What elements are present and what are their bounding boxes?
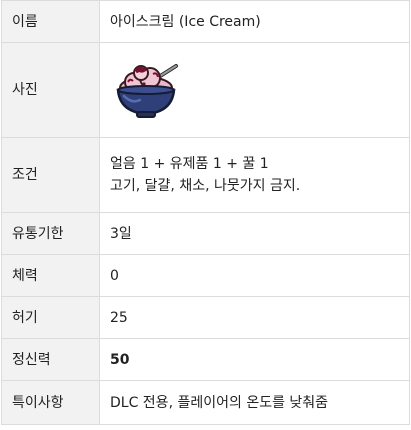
value-spoil: 3일	[99, 212, 410, 255]
row-spoil: 유통기한 3일	[1, 212, 410, 255]
label-name: 이름	[1, 0, 100, 43]
label-notes: 특이사항	[1, 380, 100, 425]
label-health: 체력	[1, 254, 100, 297]
value-photo	[99, 42, 410, 138]
recipe-line-restrictions: 고기, 달걀, 채소, 나뭇가지 금지.	[110, 178, 301, 194]
row-notes: 특이사항 DLC 전용, 플레이어의 온도를 낮춰줌	[1, 380, 410, 425]
value-health: 0	[99, 254, 410, 297]
row-name: 이름 아이스크림 (Ice Cream)	[1, 0, 410, 43]
value-hunger: 25	[99, 296, 410, 339]
ice-cream-bowl-icon	[116, 64, 178, 118]
label-recipe: 조건	[1, 137, 100, 213]
row-health: 체력 0	[1, 254, 410, 297]
row-hunger: 허기 25	[1, 296, 410, 339]
label-spoil: 유통기한	[1, 212, 100, 255]
recipe-line-ingredients: 얼음 1 + 유제품 1 + 꿀 1	[110, 156, 269, 172]
value-sanity: 50	[99, 338, 410, 381]
row-photo: 사진	[1, 42, 410, 138]
label-sanity: 정신력	[1, 338, 100, 381]
row-recipe: 조건 얼음 1 + 유제품 1 + 꿀 1 고기, 달걀, 채소, 나뭇가지 금…	[1, 137, 410, 213]
label-hunger: 허기	[1, 296, 100, 339]
label-photo: 사진	[1, 42, 100, 138]
value-notes: DLC 전용, 플레이어의 온도를 낮춰줌	[99, 380, 410, 425]
row-sanity: 정신력 50	[1, 338, 410, 381]
value-recipe: 얼음 1 + 유제품 1 + 꿀 1 고기, 달걀, 채소, 나뭇가지 금지.	[99, 137, 410, 213]
value-name: 아이스크림 (Ice Cream)	[99, 0, 410, 43]
